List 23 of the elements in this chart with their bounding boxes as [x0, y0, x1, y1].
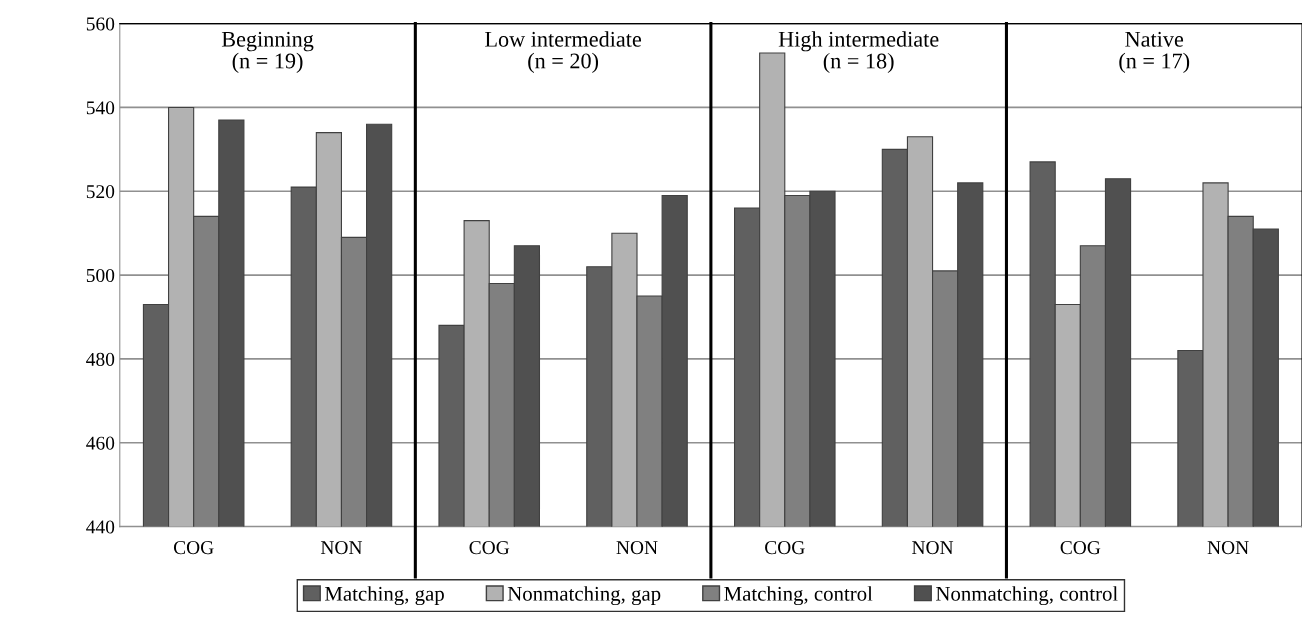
- annotation: Native (n = 17): [1119, 31, 1190, 73]
- y-tick-label: 520: [86, 185, 115, 199]
- annotation: Low intermediate (n = 20): [485, 31, 642, 73]
- y-tick-label: 540: [86, 101, 115, 115]
- x-tick-label: COG: [469, 541, 510, 555]
- x-tick-label: COG: [173, 541, 214, 555]
- legend-label: Nonmatching, control: [936, 586, 1118, 606]
- annotation: High intermediate (n = 18): [778, 31, 939, 74]
- x-tick-label: NON: [1207, 541, 1249, 555]
- legend-label: Matching, control: [724, 586, 873, 606]
- y-tick-label: 560: [86, 17, 115, 31]
- x-tick-label: NON: [616, 541, 658, 555]
- legend-label: Nonmatching, gap: [507, 586, 661, 606]
- x-tick-label: NON: [912, 541, 954, 555]
- x-tick-label: NON: [320, 541, 363, 555]
- y-tick-label: 480: [86, 352, 115, 366]
- legend-label: Matching, gap: [324, 586, 444, 606]
- annotation: Beginning (n = 19): [221, 31, 314, 73]
- x-tick-label: COG: [765, 541, 805, 555]
- y-tick-label: 460: [86, 436, 115, 450]
- y-tick-label: 500: [86, 268, 115, 283]
- x-tick-label: COG: [1060, 541, 1101, 555]
- y-tick-label: 440: [86, 520, 115, 534]
